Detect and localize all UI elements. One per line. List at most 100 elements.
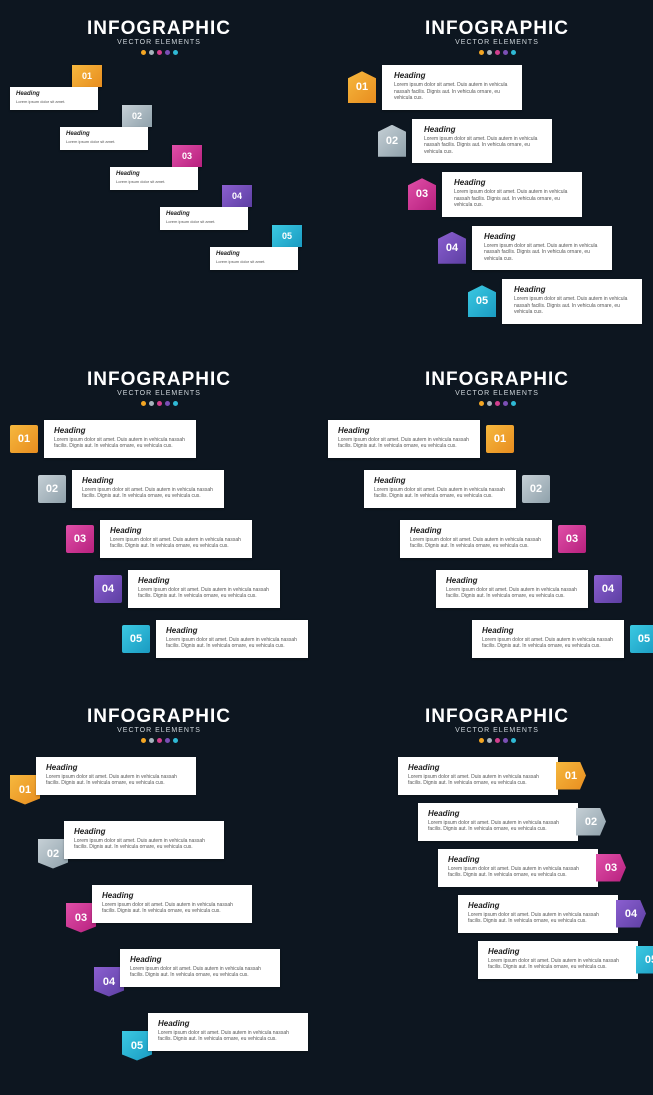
step-heading: Heading	[46, 763, 186, 772]
step-body: Lorem ipsum dolor sit amet. Duis autem i…	[394, 82, 512, 102]
dot	[141, 738, 146, 743]
step-card: HeadingLorem ipsum dolor sit amet. Duis …	[156, 620, 308, 658]
step-card: HeadingLorem ipsum dolor sit amet. Duis …	[442, 172, 582, 217]
step-heading: Heading	[428, 809, 568, 818]
color-dots	[328, 50, 653, 55]
step-card: HeadingLorem ipsum dolor sit amet.	[210, 247, 298, 270]
step: HeadingLorem ipsum dolor sit amet. Duis …	[472, 620, 653, 658]
steps-container: Heading Lorem ipsum dolor sit amet. Duis …	[328, 757, 653, 979]
panel-square-left: INFOGRAPHIC VECTOR ELEMENTS 01HeadingLor…	[0, 351, 318, 688]
step-body: Lorem ipsum dolor sit amet. Duis autem i…	[130, 966, 270, 979]
panel-diagonal-arrows: INFOGRAPHIC VECTOR ELEMENTS 01 Heading Lor…	[0, 0, 318, 351]
step-body: Lorem ipsum dolor sit amet. Duis autem i…	[410, 537, 542, 550]
subtitle: VECTOR ELEMENTS	[328, 390, 653, 397]
dot	[511, 50, 516, 55]
step-heading: Heading	[424, 125, 542, 134]
step-body: Lorem ipsum dolor sit amet.	[16, 99, 92, 104]
step-badge: 02	[522, 475, 550, 503]
step: HeadingLorem ipsum dolor sit amet. Duis …	[438, 849, 653, 887]
dot	[511, 738, 516, 743]
step-card: HeadingLorem ipsum dolor sit amet. Duis …	[64, 821, 224, 859]
step-heading: Heading	[110, 526, 242, 535]
color-dots	[328, 401, 653, 406]
step-heading: Heading	[374, 476, 506, 485]
subtitle: VECTOR ELEMENTS	[328, 727, 653, 734]
step-body: Lorem ipsum dolor sit amet. Duis autem i…	[338, 437, 470, 450]
step-badge: 05	[468, 285, 496, 317]
step: Heading Lorem ipsum dolor sit amet.	[110, 167, 198, 190]
step: 04HeadingLorem ipsum dolor sit amet. Dui…	[94, 949, 308, 997]
step-heading: Heading	[394, 71, 512, 80]
step: 04HeadingLorem ipsum dolor sit amet. Dui…	[438, 226, 653, 271]
step-heading: Heading	[454, 178, 572, 187]
step: 03HeadingLorem ipsum dolor sit amet. Dui…	[66, 520, 308, 558]
step-body: Lorem ipsum dolor sit amet. Duis autem i…	[468, 912, 608, 925]
step-card: Heading Lorem ipsum dolor sit amet. Duis …	[382, 65, 522, 110]
title: INFOGRAPHIC	[328, 706, 653, 728]
step-badge: 02	[38, 475, 66, 503]
step: HeadingLorem ipsum dolor sit amet. Duis …	[418, 803, 653, 841]
step-badge: 03	[66, 525, 94, 553]
step-card: HeadingLorem ipsum dolor sit amet. Duis …	[436, 570, 588, 608]
step: HeadingLorem ipsum dolor sit amet. Duis …	[458, 895, 653, 933]
steps-container: 01HeadingLorem ipsum dolor sit amet. Dui…	[348, 65, 653, 324]
panel-arrow-right: INFOGRAPHIC VECTOR ELEMENTS Heading Lorem…	[318, 688, 653, 1095]
step-body: Lorem ipsum dolor sit amet. Duis autem i…	[74, 838, 214, 851]
step-badge: 04	[222, 185, 252, 207]
step-card: HeadingLorem ipsum dolor sit amet. Duis …	[120, 949, 280, 987]
dot	[165, 738, 170, 743]
step-card: HeadingLorem ipsum dolor sit amet. Duis …	[364, 470, 516, 508]
step-heading: Heading	[16, 91, 92, 97]
step-card: HeadingLorem ipsum dolor sit amet. Duis …	[128, 570, 280, 608]
step-badge: 01	[556, 762, 586, 790]
dot	[141, 401, 146, 406]
step-badge: 05	[630, 625, 653, 653]
title: INFOGRAPHIC	[328, 369, 653, 391]
title: INFOGRAPHIC	[10, 18, 308, 40]
step-card: HeadingLorem ipsum dolor sit amet. Duis …	[458, 895, 618, 933]
dot	[157, 738, 162, 743]
dot	[149, 738, 154, 743]
step-badge: 01	[72, 65, 102, 87]
title-block: INFOGRAPHIC VECTOR ELEMENTS	[328, 18, 653, 55]
step-card: HeadingLorem ipsum dolor sit amet. Duis …	[418, 803, 578, 841]
title: INFOGRAPHIC	[10, 369, 308, 391]
step-body: Lorem ipsum dolor sit amet. Duis autem i…	[488, 958, 628, 971]
steps-container: 01HeadingLorem ipsum dolor sit amet. Dui…	[10, 757, 308, 1061]
dot	[157, 50, 162, 55]
steps-container: Heading Lorem ipsum dolor sit amet. Duis …	[328, 420, 653, 658]
step-badge: 04	[594, 575, 622, 603]
title-block: INFOGRAPHIC VECTOR ELEMENTS	[10, 18, 308, 55]
step: HeadingLorem ipsum dolor sit amet.	[210, 247, 298, 270]
subtitle: VECTOR ELEMENTS	[328, 39, 653, 46]
step-heading: Heading	[116, 171, 192, 177]
step-badge: 02	[122, 105, 152, 127]
step-card: HeadingLorem ipsum dolor sit amet. Duis …	[398, 757, 558, 795]
step-card: HeadingLorem ipsum dolor sit amet. Duis …	[72, 470, 224, 508]
step-card: HeadingLorem ipsum dolor sit amet. Duis …	[100, 520, 252, 558]
step-body: Lorem ipsum dolor sit amet. Duis autem i…	[82, 487, 214, 500]
dot	[503, 738, 508, 743]
step: 01HeadingLorem ipsum dolor sit amet. Dui…	[10, 757, 308, 805]
step-body: Lorem ipsum dolor sit amet.	[116, 179, 192, 184]
step-card: HeadingLorem ipsum dolor sit amet. Duis …	[400, 520, 552, 558]
step-badge: 05	[272, 225, 302, 247]
panel-tag-below: INFOGRAPHIC VECTOR ELEMENTS 01HeadingLor…	[0, 688, 318, 1095]
step-card: HeadingLorem ipsum dolor sit amet. Duis …	[438, 849, 598, 887]
dot	[149, 50, 154, 55]
dot	[487, 401, 492, 406]
step-badge: 03	[172, 145, 202, 167]
dot	[165, 50, 170, 55]
dot	[495, 738, 500, 743]
step-card: HeadingLorem ipsum dolor sit amet. Duis …	[472, 620, 624, 658]
step-card: HeadingLorem ipsum dolor sit amet. Duis …	[412, 119, 552, 164]
step-badge: 01	[486, 425, 514, 453]
step-heading: Heading	[138, 576, 270, 585]
step-badge: 05	[122, 625, 150, 653]
step: HeadingLorem ipsum dolor sit amet. Duis …	[328, 420, 653, 458]
step-card: HeadingLorem ipsum dolor sit amet. Duis …	[36, 757, 196, 795]
color-dots	[328, 738, 653, 743]
step-card: HeadingLorem ipsum dolor sit amet. Duis …	[328, 420, 480, 458]
dot	[165, 401, 170, 406]
step: 01HeadingLorem ipsum dolor sit amet. Dui…	[10, 420, 308, 458]
